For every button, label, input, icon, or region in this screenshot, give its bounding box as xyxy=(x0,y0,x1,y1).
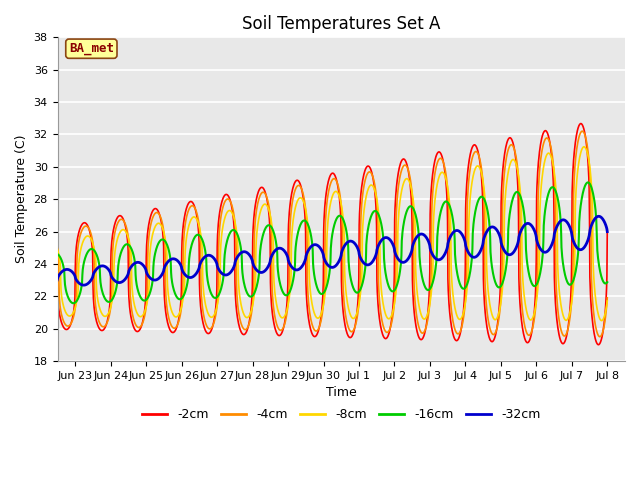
Text: BA_met: BA_met xyxy=(69,42,114,55)
Y-axis label: Soil Temperature (C): Soil Temperature (C) xyxy=(15,135,28,264)
Title: Soil Temperatures Set A: Soil Temperatures Set A xyxy=(242,15,440,33)
X-axis label: Time: Time xyxy=(326,386,356,399)
Legend: -2cm, -4cm, -8cm, -16cm, -32cm: -2cm, -4cm, -8cm, -16cm, -32cm xyxy=(137,403,545,426)
